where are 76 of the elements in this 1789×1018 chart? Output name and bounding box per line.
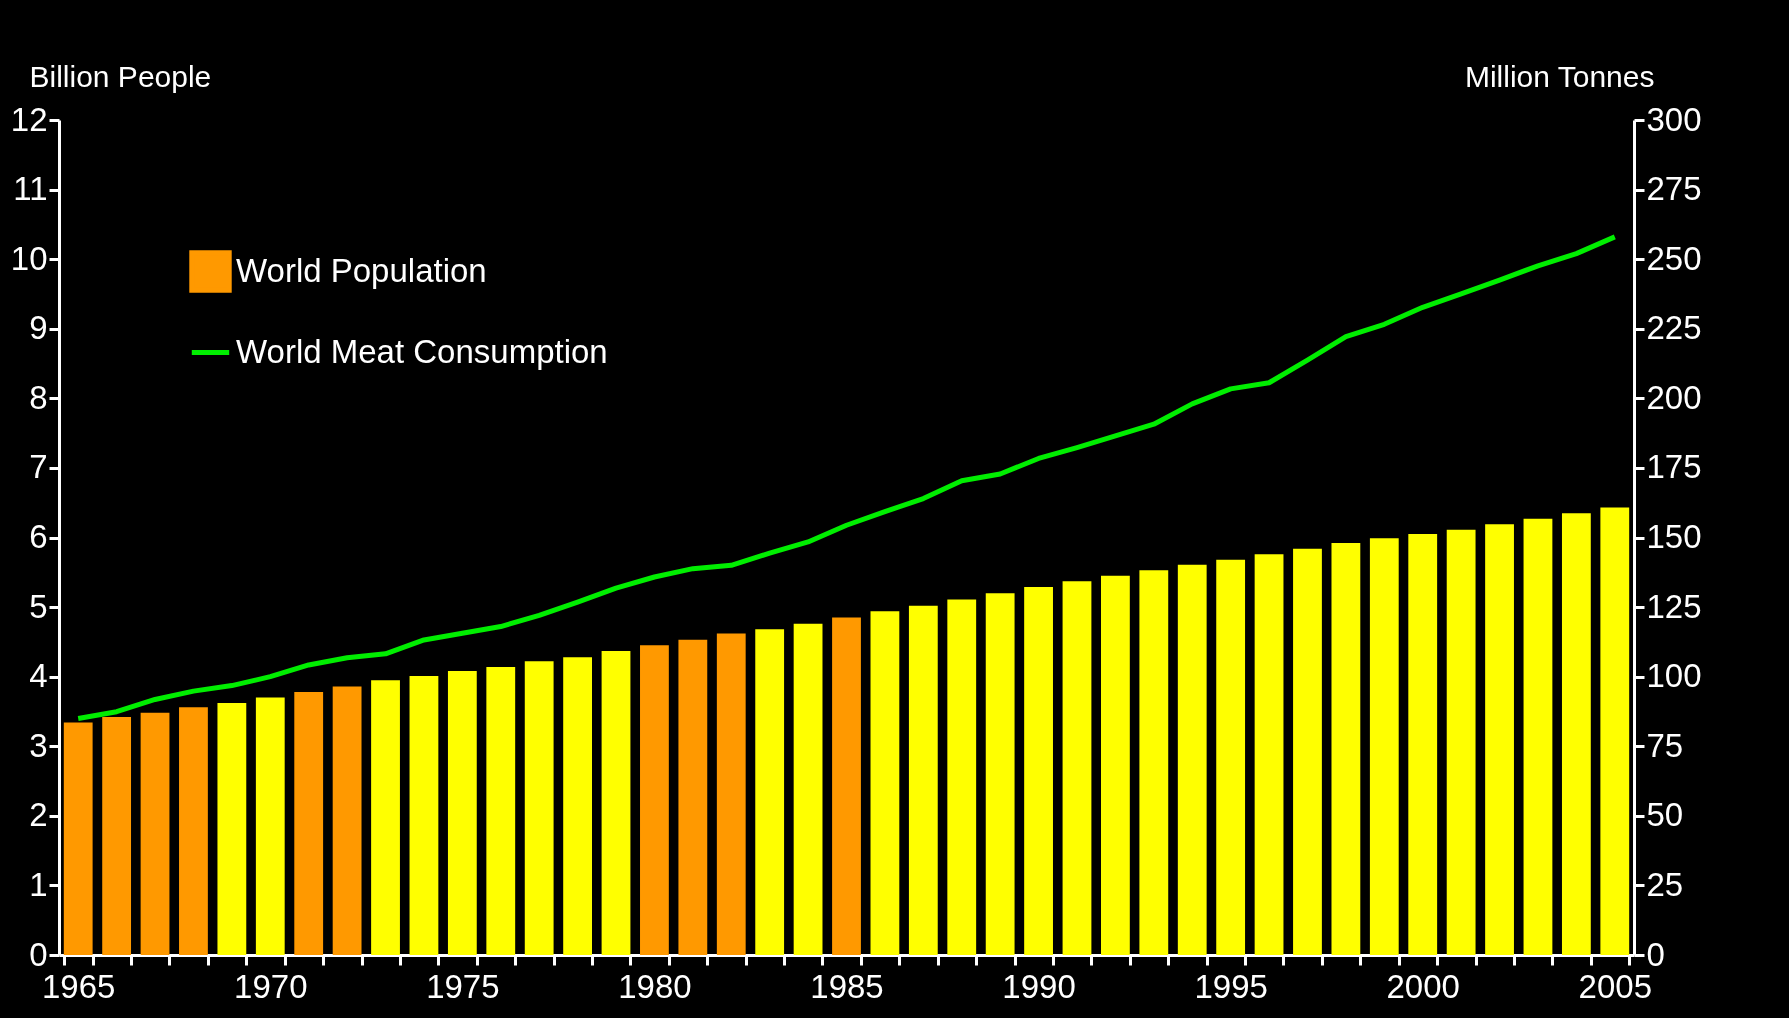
bar [832, 617, 861, 955]
y2-tick-label: 150 [1646, 518, 1702, 555]
bar [1331, 543, 1361, 955]
y-tick-label: 5 [29, 587, 48, 625]
bar [255, 697, 285, 955]
y2-tick-label: 175 [1646, 448, 1702, 486]
bar [947, 599, 977, 955]
bar [678, 639, 708, 955]
bar [1254, 554, 1284, 955]
y-tick-label: 1 [29, 865, 48, 903]
bar [1600, 507, 1630, 955]
legend-label: World Population [236, 251, 487, 289]
y-tick-label: 3 [29, 726, 48, 764]
bar [447, 671, 477, 955]
bar [63, 722, 93, 955]
x-tick-label: 1990 [1002, 967, 1076, 1005]
bar [1523, 518, 1553, 955]
bar [793, 623, 823, 955]
y2-tick-label: 25 [1646, 865, 1684, 903]
bar [870, 611, 900, 955]
y-axis-title: Billion People [29, 59, 212, 93]
bar [294, 691, 324, 955]
y-tick-label: 2 [29, 796, 48, 834]
bar [1408, 534, 1438, 955]
y2-tick-label: 125 [1646, 587, 1702, 625]
bar [371, 680, 400, 955]
bar [908, 605, 938, 955]
x-tick-label: 1975 [426, 967, 500, 1005]
bar [563, 657, 592, 955]
x-tick-label: 1985 [810, 967, 884, 1005]
bar [1024, 586, 1053, 955]
bar [409, 675, 439, 955]
bar [1293, 548, 1322, 955]
bar [1216, 559, 1246, 955]
y2-tick-label: 250 [1646, 239, 1702, 277]
y2-tick-label: 50 [1646, 796, 1684, 834]
y-tick-label: 11 [13, 170, 48, 208]
x-tick-label: 1970 [234, 967, 308, 1005]
y2-tick-label: 200 [1646, 378, 1702, 416]
bar [332, 686, 362, 955]
y2-tick-label: 300 [1646, 100, 1702, 138]
bar [486, 666, 516, 955]
y-tick-label: 6 [29, 518, 48, 555]
x-tick-label: 1980 [618, 967, 692, 1005]
bar [1139, 570, 1169, 955]
bar [217, 703, 247, 955]
bar [1177, 564, 1207, 955]
y-tick-label: 9 [29, 309, 48, 347]
bar [601, 650, 631, 955]
bar [1062, 581, 1092, 955]
bar [716, 633, 746, 955]
x-tick-label: 1995 [1194, 967, 1268, 1005]
bar [524, 661, 554, 955]
bar [102, 717, 132, 955]
y-tick-label: 10 [10, 239, 48, 277]
y2-tick-label: 100 [1646, 657, 1702, 695]
y-tick-label: 7 [29, 448, 48, 486]
y-tick-label: 12 [10, 100, 48, 138]
legend-label: World Meat Consumption [236, 332, 608, 370]
y2-axis-title: Million Tonnes [1464, 59, 1655, 93]
bar [985, 593, 1015, 955]
bar [1369, 538, 1399, 955]
y2-tick-label: 75 [1646, 726, 1684, 764]
bar [1446, 529, 1476, 955]
y-tick-label: 4 [29, 657, 48, 695]
x-tick-label: 2000 [1386, 967, 1460, 1005]
bar [1101, 575, 1130, 955]
y2-tick-label: 275 [1646, 170, 1702, 208]
bar [1485, 524, 1514, 955]
bar [1561, 513, 1591, 955]
bar [179, 707, 208, 955]
y2-tick-label: 225 [1646, 309, 1702, 347]
bar [755, 629, 785, 955]
bar [140, 712, 170, 955]
y-tick-label: 8 [29, 378, 48, 416]
bar [640, 645, 669, 955]
